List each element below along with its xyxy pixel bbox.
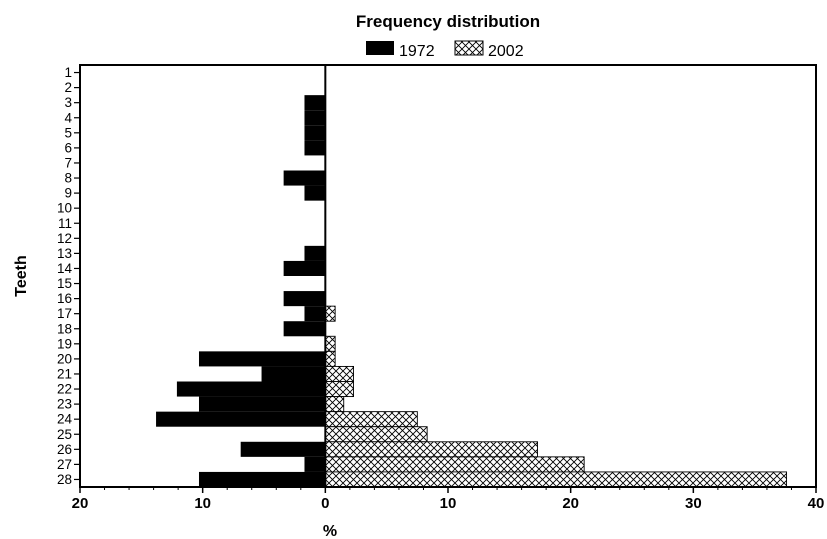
bar-1972-tooth-24 <box>156 411 326 427</box>
y-tick-label: 1 <box>64 65 72 80</box>
bar-1972-tooth-23 <box>198 396 326 412</box>
y-tick-label: 11 <box>58 216 72 231</box>
y-tick-label: 12 <box>57 231 72 246</box>
y-tick-label: 3 <box>64 95 72 110</box>
y-tick-label: 16 <box>57 291 72 306</box>
series-2002-bars <box>324 305 788 488</box>
bar-1972-tooth-3 <box>304 95 326 111</box>
y-tick-label: 6 <box>64 140 72 155</box>
bar-1972-tooth-17 <box>304 306 326 322</box>
bar-2002-tooth-26 <box>324 441 538 458</box>
y-tick-label: 2 <box>64 80 72 95</box>
x-tick-label: 20 <box>72 495 89 512</box>
bar-1972-tooth-13 <box>304 245 326 261</box>
y-tick-label: 21 <box>57 366 72 381</box>
bar-1972-tooth-4 <box>304 110 326 126</box>
x-tick-label: 10 <box>194 495 211 512</box>
y-tick-label: 4 <box>64 110 72 125</box>
y-tick-label: 27 <box>57 457 72 472</box>
bar-2002-tooth-22 <box>324 381 354 398</box>
bar-2002-tooth-17 <box>324 305 336 322</box>
bar-2002-tooth-28 <box>324 471 788 488</box>
y-axis-ticks: 1234567891011121314151617181920212223242… <box>57 65 80 487</box>
bar-1972-tooth-14 <box>283 260 326 276</box>
x-tick-label: 10 <box>440 495 457 512</box>
bar-1972-tooth-21 <box>261 366 326 382</box>
y-tick-label: 26 <box>57 442 72 457</box>
y-tick-label: 5 <box>64 125 72 140</box>
y-tick-label: 18 <box>57 321 72 336</box>
bar-1972-tooth-26 <box>240 441 326 457</box>
bar-2002-tooth-23 <box>324 396 345 413</box>
x-tick-label: 0 <box>321 495 329 512</box>
bar-1972-tooth-18 <box>283 321 326 337</box>
bar-2002-tooth-24 <box>324 411 418 428</box>
legend-label-2002: 2002 <box>488 43 524 60</box>
y-tick-label: 15 <box>57 276 72 291</box>
y-tick-label: 28 <box>57 472 72 487</box>
y-tick-label: 10 <box>57 201 72 216</box>
bar-2002-tooth-20 <box>324 350 336 367</box>
chart-title: Frequency distribution <box>356 12 540 31</box>
y-tick-label: 24 <box>57 412 73 427</box>
bar-1972-tooth-22 <box>176 381 326 397</box>
y-tick-label: 9 <box>64 186 72 201</box>
bar-1972-tooth-27 <box>304 456 326 472</box>
y-tick-label: 13 <box>57 246 72 261</box>
y-axis-label: Teeth <box>13 255 30 296</box>
y-tick-label: 8 <box>64 171 72 186</box>
bar-1972-tooth-20 <box>198 351 326 367</box>
y-tick-label: 14 <box>57 261 73 276</box>
x-axis-ticks: 20 10 0 10 20 30 40 <box>72 487 825 512</box>
bar-1972-tooth-9 <box>304 185 326 201</box>
series-1972-bars <box>156 95 326 487</box>
bar-1972-tooth-6 <box>304 140 326 156</box>
y-tick-label: 20 <box>57 351 72 366</box>
bar-2002-tooth-27 <box>324 456 585 473</box>
legend-swatch-2002 <box>454 40 484 56</box>
y-tick-label: 17 <box>57 306 72 321</box>
y-tick-label: 22 <box>57 382 72 397</box>
x-tick-label: 20 <box>562 495 579 512</box>
bar-1972-tooth-16 <box>283 291 326 307</box>
y-tick-label: 19 <box>57 336 72 351</box>
x-tick-label: 30 <box>685 495 702 512</box>
y-tick-label: 23 <box>57 397 72 412</box>
x-axis-label: % <box>323 523 337 539</box>
y-tick-label: 25 <box>57 427 72 442</box>
bar-2002-tooth-25 <box>324 426 428 443</box>
y-tick-label: 7 <box>64 155 72 170</box>
legend-label-1972: 1972 <box>399 43 435 60</box>
x-tick-label: 40 <box>808 495 825 512</box>
legend-swatch-1972 <box>366 41 394 55</box>
bar-1972-tooth-8 <box>283 170 326 186</box>
bar-1972-tooth-5 <box>304 125 326 141</box>
bar-2002-tooth-19 <box>324 335 336 352</box>
bar-2002-tooth-21 <box>324 365 354 382</box>
bar-1972-tooth-28 <box>198 471 326 487</box>
legend: 1972 2002 <box>366 40 524 60</box>
